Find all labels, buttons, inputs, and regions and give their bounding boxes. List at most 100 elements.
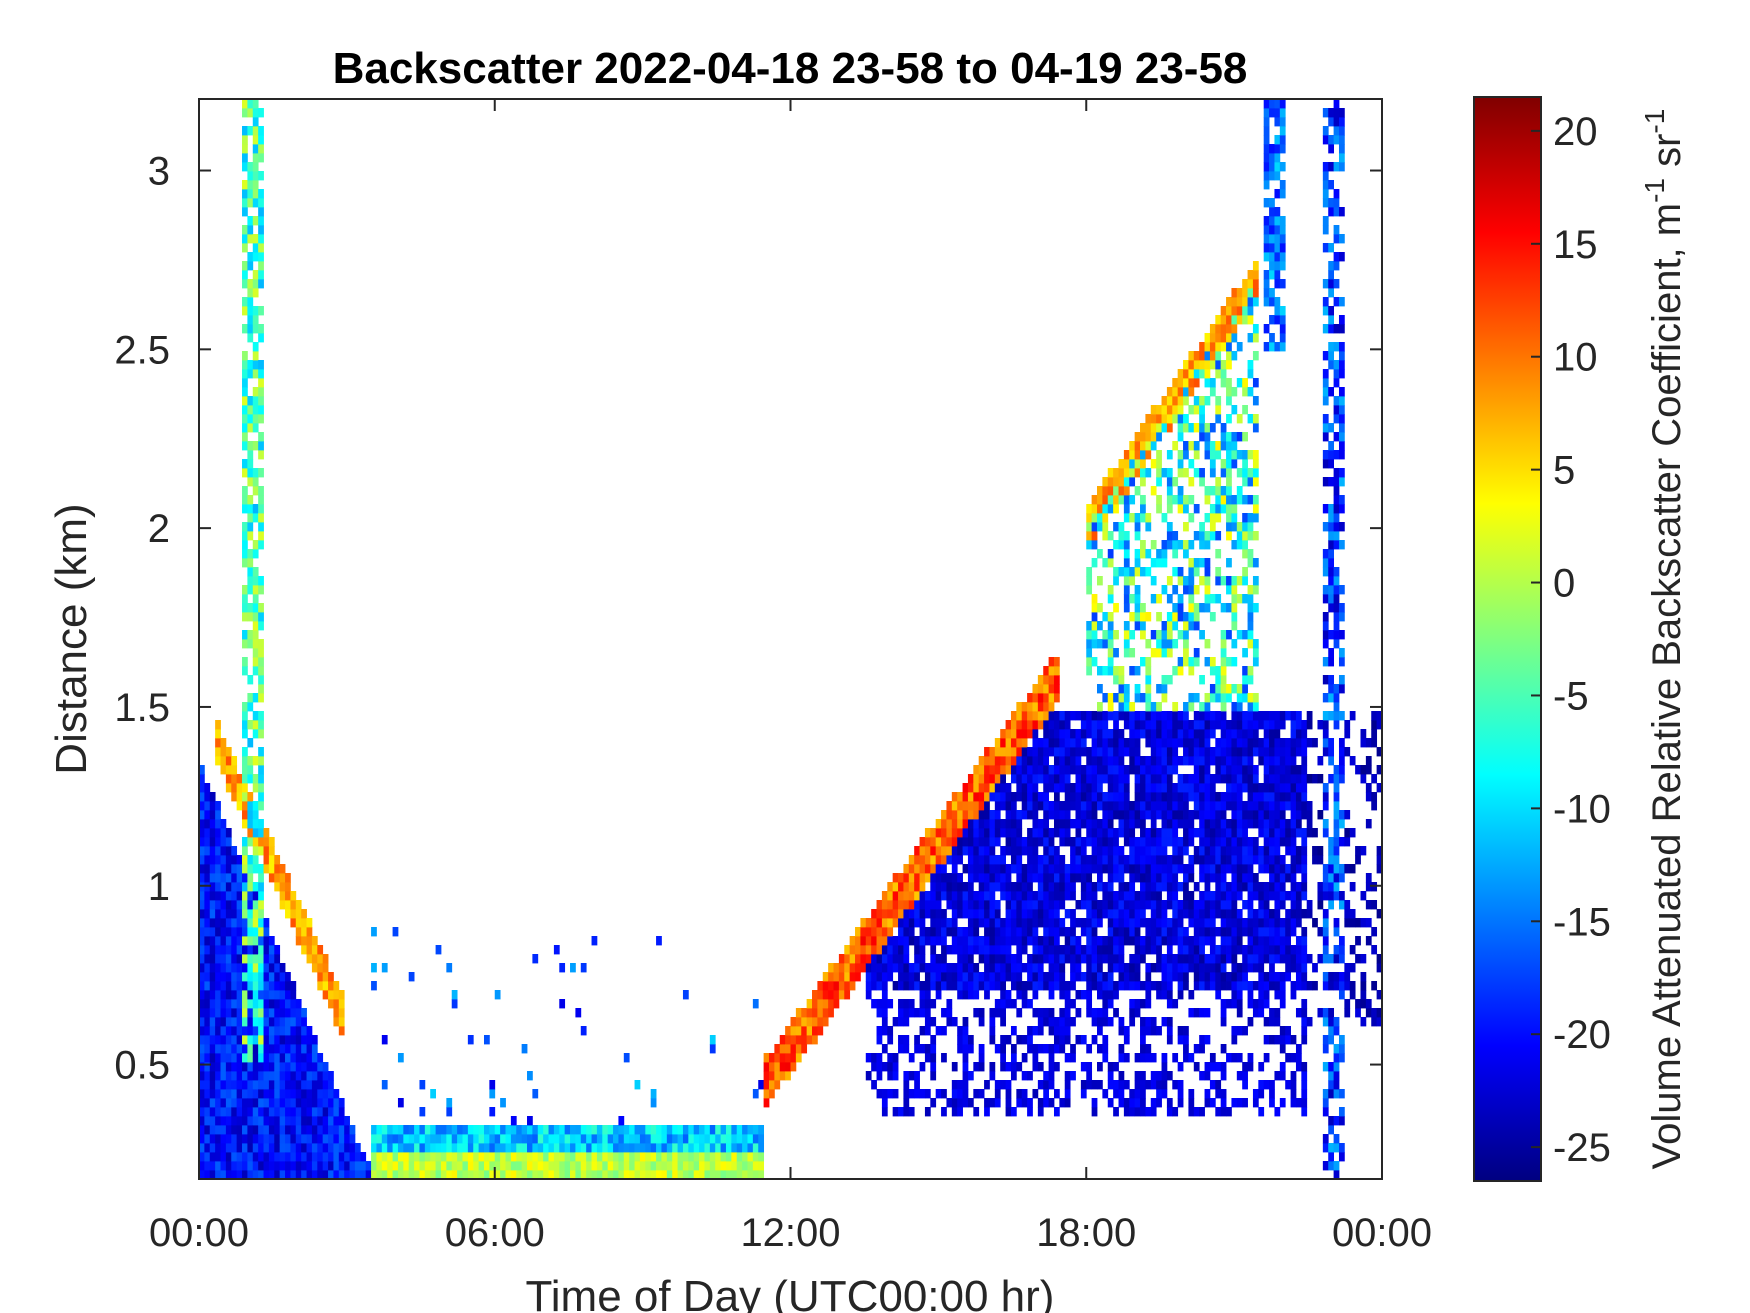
heatmap-cell xyxy=(1129,999,1136,1009)
heatmap-cell xyxy=(1242,594,1248,604)
heatmap-cell xyxy=(1285,891,1291,901)
heatmap-cell xyxy=(236,1161,243,1171)
heatmap-cell xyxy=(1123,639,1130,649)
heatmap-cell xyxy=(231,873,238,883)
heatmap-cell xyxy=(720,1170,727,1180)
heatmap-cell xyxy=(1107,981,1114,991)
heatmap-cell xyxy=(263,828,270,838)
heatmap-cell xyxy=(1226,504,1232,514)
heatmap-cell xyxy=(1064,954,1071,964)
heatmap-cell xyxy=(1134,900,1141,910)
heatmap-cell xyxy=(392,1125,399,1135)
heatmap-cell xyxy=(1172,891,1179,901)
heatmap-cell xyxy=(865,945,872,955)
heatmap-cell xyxy=(838,981,845,991)
heatmap-cell xyxy=(349,1134,356,1144)
heatmap-cell xyxy=(1188,837,1195,847)
heatmap-cell xyxy=(1080,729,1087,739)
heatmap-cell xyxy=(1010,954,1017,964)
heatmap-cell xyxy=(1231,387,1238,397)
heatmap-cell xyxy=(903,972,910,982)
heatmap-cell xyxy=(1037,693,1044,703)
heatmap-cell xyxy=(1021,1035,1028,1045)
heatmap-cell xyxy=(1064,891,1071,901)
heatmap-cell xyxy=(1209,936,1216,946)
heatmap-cell xyxy=(1290,711,1297,721)
heatmap-cell xyxy=(1263,756,1270,766)
heatmap-cell xyxy=(1295,963,1302,973)
heatmap-cell xyxy=(1247,477,1254,487)
heatmap-cell xyxy=(1150,774,1157,784)
heatmap-cell xyxy=(962,972,969,982)
heatmap-cell xyxy=(871,918,877,928)
heatmap-cell xyxy=(1027,846,1033,856)
heatmap-cell xyxy=(1204,513,1211,523)
heatmap-cell xyxy=(1134,756,1141,766)
heatmap-cell xyxy=(1290,1053,1297,1063)
heatmap-cell xyxy=(984,765,990,775)
heatmap-cell xyxy=(1274,162,1281,172)
heatmap-cell xyxy=(645,1125,652,1135)
heatmap-cell xyxy=(1199,360,1205,370)
heatmap-cell xyxy=(1236,414,1243,424)
heatmap-cell xyxy=(215,1089,221,1099)
heatmap-cell xyxy=(763,1053,770,1063)
heatmap-cell xyxy=(247,612,254,622)
heatmap-cell xyxy=(1075,747,1082,757)
heatmap-cell xyxy=(1021,981,1028,991)
heatmap-cell xyxy=(1231,828,1238,838)
heatmap-cell xyxy=(457,1125,463,1135)
heatmap-cell xyxy=(1000,801,1006,811)
heatmap-cell xyxy=(1242,1026,1248,1036)
heatmap-cell xyxy=(1199,720,1205,730)
heatmap-cell xyxy=(752,1170,759,1180)
heatmap-cell xyxy=(446,1152,453,1162)
heatmap-cell xyxy=(962,1026,969,1036)
heatmap-cell xyxy=(967,864,974,874)
heatmap-cell xyxy=(1252,1008,1259,1018)
heatmap-cell xyxy=(1290,963,1297,973)
heatmap-cell xyxy=(338,1161,345,1171)
heatmap-cell xyxy=(650,1125,657,1135)
heatmap-cell xyxy=(215,954,221,964)
heatmap-cell xyxy=(1048,801,1055,811)
heatmap-cell xyxy=(1193,774,1200,784)
heatmap-cell xyxy=(1091,729,1098,739)
heatmap-cell xyxy=(467,1143,474,1153)
heatmap-cell xyxy=(871,909,877,919)
heatmap-cell xyxy=(1258,747,1265,757)
heatmap-cell xyxy=(1242,279,1248,289)
heatmap-cell xyxy=(527,1125,533,1135)
heatmap-cell xyxy=(1252,891,1259,901)
heatmap-cell xyxy=(957,936,963,946)
heatmap-cell xyxy=(268,990,275,1000)
heatmap-cell xyxy=(247,1143,254,1153)
heatmap-cell xyxy=(268,1152,275,1162)
heatmap-cell xyxy=(220,882,227,892)
heatmap-cell xyxy=(1107,972,1114,982)
heatmap-cell xyxy=(1150,1071,1157,1081)
heatmap-cell xyxy=(1145,1044,1152,1054)
heatmap-cell xyxy=(1231,603,1238,613)
heatmap-cell xyxy=(225,981,232,991)
heatmap-cell xyxy=(1156,783,1162,793)
heatmap-cell xyxy=(274,1098,281,1108)
heatmap-cell xyxy=(252,720,259,730)
heatmap-cell xyxy=(1156,855,1162,865)
heatmap-cell xyxy=(1016,765,1023,775)
heatmap-cell xyxy=(1274,792,1281,802)
heatmap-cell xyxy=(736,1143,743,1153)
heatmap-cell xyxy=(258,1044,264,1054)
heatmap-cell xyxy=(1166,810,1173,820)
heatmap-cell xyxy=(1279,342,1286,352)
heatmap-cell xyxy=(752,1152,759,1162)
heatmap-cell xyxy=(1043,783,1050,793)
heatmap-cell xyxy=(1220,747,1227,757)
heatmap-cell xyxy=(231,972,238,982)
heatmap-cell xyxy=(908,999,915,1009)
heatmap-cell xyxy=(1226,954,1232,964)
heatmap-cell xyxy=(677,1161,684,1171)
heatmap-cell xyxy=(618,1125,625,1135)
heatmap-cell xyxy=(1064,765,1071,775)
heatmap-cell xyxy=(951,1080,958,1090)
